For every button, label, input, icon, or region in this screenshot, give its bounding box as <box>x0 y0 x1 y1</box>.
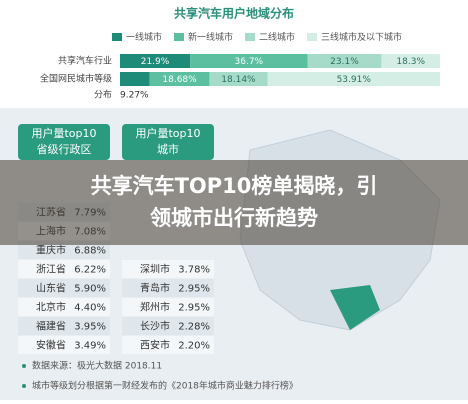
headline-band <box>0 160 468 245</box>
table-row <box>18 336 110 354</box>
value-label: 18.14% <box>221 75 256 85</box>
value-label: 18.3% <box>396 57 425 67</box>
table-header-text: 用户量top10 <box>135 126 200 140</box>
cell-name: 长沙市 <box>140 320 170 333</box>
table-row <box>18 260 110 278</box>
cell-name: 安徽省 <box>36 339 66 352</box>
cell-value: 3.95% <box>74 322 106 333</box>
footnote: 城市等级划分根据第一财经发布的《2018年城市商业魅力排行榜》 <box>32 380 298 392</box>
table-row <box>122 279 214 297</box>
cell-name: 青岛市 <box>140 282 170 295</box>
cell-value: 2.20% <box>178 341 210 352</box>
value-label: 21.9% <box>141 57 170 67</box>
table-row <box>18 241 110 259</box>
bullet <box>22 384 26 388</box>
map-highlight <box>330 285 380 330</box>
cell-name: 西安市 <box>140 339 170 352</box>
legend-label: 二线城市 <box>259 31 295 43</box>
table-header-text: 省级行政区 <box>37 142 92 156</box>
chart-title: 共享汽车用户地域分布 <box>174 6 294 21</box>
bullet <box>22 364 26 368</box>
bar-segment <box>149 72 210 86</box>
cell-name: 深圳市 <box>140 263 170 276</box>
cell-name: 山东省 <box>36 282 66 295</box>
table-row <box>122 298 214 316</box>
legend-swatch <box>307 33 318 41</box>
bar-segment <box>267 72 440 86</box>
legend-label: 一线城市 <box>126 31 162 43</box>
row-label: 全国网民城市等级 <box>40 73 112 85</box>
table-header-text: 用户量top10 <box>31 126 96 140</box>
headline: 共享汽车TOP10榜单揭晓，引 <box>91 174 378 198</box>
table-header-text: 城市 <box>157 142 179 156</box>
cell-name: 浙江省 <box>36 263 66 276</box>
table-header <box>18 124 110 160</box>
value-label: 53.91% <box>337 75 372 85</box>
value-label: 36.7% <box>235 57 264 67</box>
cell-value: 4.40% <box>74 303 106 314</box>
bar-segment <box>190 54 308 68</box>
cell-value: 2.28% <box>178 322 210 333</box>
legend-label: 新一线城市 <box>188 31 233 43</box>
legend-swatch <box>174 33 185 41</box>
table-row <box>122 260 214 278</box>
table-row <box>18 279 110 297</box>
legend-swatch <box>245 33 256 41</box>
cell-name: 福建省 <box>36 320 66 333</box>
cell-name: 重庆市 <box>36 244 66 257</box>
cell-value: 6.22% <box>74 265 106 276</box>
value-label: 23.1% <box>330 57 359 67</box>
cell-value: 3.49% <box>74 341 106 352</box>
bar-segment <box>381 54 440 68</box>
table-header <box>122 124 214 160</box>
legend-label: 三线城市及以下城市 <box>321 31 402 43</box>
cell-name: 郑州市 <box>140 301 170 314</box>
table-row <box>122 317 214 335</box>
cell-name: 北京市 <box>36 301 66 314</box>
row-label: 共享汽车行业 <box>58 55 112 67</box>
cell-value: 6.88% <box>74 246 106 257</box>
cell-value: 5.90% <box>74 284 106 295</box>
cell-value: 3.78% <box>178 265 210 276</box>
legend-swatch <box>112 33 122 41</box>
bar-segment <box>120 54 191 68</box>
footnote: 数据来源：极光大数据 2018.11 <box>32 360 162 372</box>
bar-segment <box>120 72 150 86</box>
headline: 领城市出行新趋势 <box>150 206 318 230</box>
cell-value: 2.95% <box>178 303 210 314</box>
row-label: 分布 <box>94 89 112 101</box>
table-row <box>18 317 110 335</box>
table-row <box>122 336 214 354</box>
value-label: 9.27% <box>120 91 149 101</box>
bar-segment <box>307 54 382 68</box>
cell-value: 2.95% <box>178 284 210 295</box>
bar-segment <box>209 72 268 86</box>
value-label: 18.68% <box>162 75 197 85</box>
table-row <box>18 298 110 316</box>
